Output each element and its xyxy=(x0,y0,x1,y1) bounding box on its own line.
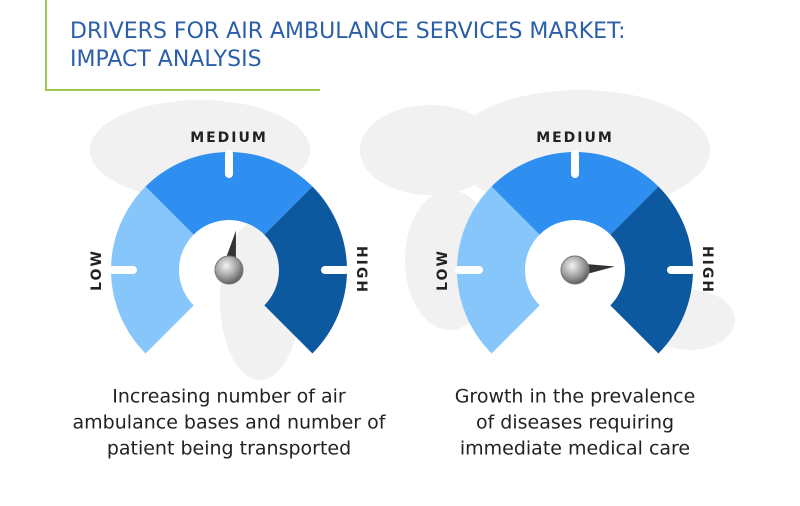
gauge-medium xyxy=(145,152,313,235)
label-high: HIGH xyxy=(353,246,369,294)
title-line: DRIVERS FOR AIR AMBULANCE SERVICES MARKE… xyxy=(70,19,626,44)
gauge-high xyxy=(610,186,693,354)
description-line: ambulance bases and number of xyxy=(73,412,387,434)
tick xyxy=(321,266,349,274)
needle-hub xyxy=(214,255,244,285)
tick xyxy=(225,150,233,178)
description-line: patient being transported xyxy=(107,438,351,460)
label-medium: MEDIUM xyxy=(190,130,268,146)
description-line: Increasing number of air xyxy=(112,386,346,408)
description-line: immediate medical care xyxy=(460,438,690,460)
tick xyxy=(667,266,695,274)
gauge-low xyxy=(111,186,194,354)
needle-hub xyxy=(560,255,590,285)
tick xyxy=(109,266,137,274)
gauge-high xyxy=(264,186,347,354)
title-line: IMPACT ANALYSIS xyxy=(70,47,262,72)
tick xyxy=(571,150,579,178)
title-frame xyxy=(45,0,320,91)
tick xyxy=(455,266,483,274)
label-high: HIGH xyxy=(699,246,715,294)
label-medium: MEDIUM xyxy=(536,130,614,146)
description-line: Growth in the prevalence xyxy=(455,386,696,408)
gauge-low xyxy=(457,186,540,354)
label-low: LOW xyxy=(89,249,105,291)
gauge-medium xyxy=(491,152,659,235)
label-low: LOW xyxy=(435,249,451,291)
description-line: of diseases requiring xyxy=(476,412,674,434)
